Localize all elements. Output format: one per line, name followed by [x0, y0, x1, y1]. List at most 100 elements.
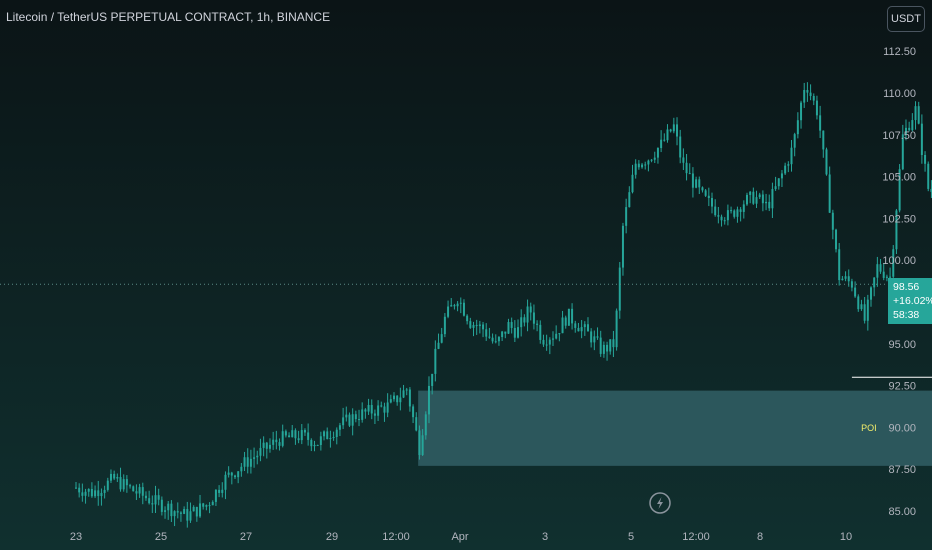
candle: [246, 448, 249, 474]
lightning-icon[interactable]: [649, 492, 671, 514]
time-axis[interactable]: 23 25 27 29 12:00 Apr 3 5 12:00 8 10: [70, 531, 852, 543]
candle: [303, 428, 306, 436]
candle: [711, 192, 713, 214]
candle: [113, 470, 116, 481]
candle: [873, 277, 876, 297]
candle: [494, 334, 497, 344]
time-tick-label: 3: [542, 531, 548, 543]
candle: [745, 192, 748, 206]
candle: [679, 129, 682, 164]
candle: [491, 333, 494, 344]
candle: [526, 299, 529, 332]
candle: [294, 428, 297, 445]
candle: [768, 194, 771, 212]
time-tick-label: Apr: [451, 531, 468, 543]
price-tick-label: 107.50: [882, 130, 916, 142]
candle: [424, 411, 427, 440]
candle: [501, 330, 504, 342]
candle: [281, 424, 284, 448]
candle: [924, 151, 927, 172]
poi-zone[interactable]: [418, 390, 932, 466]
candle: [310, 438, 313, 452]
candle: [164, 506, 167, 519]
candle: [234, 474, 236, 480]
candle: [224, 471, 227, 500]
candle: [81, 483, 84, 502]
candle: [571, 303, 574, 330]
candle: [599, 330, 602, 357]
candle: [784, 162, 787, 176]
candle: [218, 485, 221, 498]
candle: [284, 429, 287, 438]
time-tick-label: 25: [155, 531, 167, 543]
candle: [383, 402, 386, 422]
candle: [653, 151, 656, 164]
candle: [370, 399, 373, 420]
candle: [542, 334, 545, 347]
candle: [497, 335, 500, 346]
candle: [726, 204, 729, 226]
candle: [555, 325, 558, 340]
candle: [450, 298, 453, 307]
currency-button[interactable]: USDT: [887, 6, 925, 32]
candle: [482, 321, 485, 338]
candle: [214, 489, 217, 506]
time-tick-label: 5: [628, 531, 634, 543]
time-tick-label: 8: [757, 531, 763, 543]
candle: [835, 228, 838, 253]
candle: [841, 275, 844, 281]
candle: [917, 101, 920, 125]
candle: [176, 502, 179, 519]
candle: [272, 431, 275, 450]
candle: [316, 444, 319, 446]
candle: [644, 161, 647, 170]
candle: [329, 430, 332, 448]
candle: [656, 147, 659, 164]
candle: [812, 93, 815, 106]
candle: [345, 406, 348, 422]
candle: [307, 423, 310, 446]
candle: [787, 161, 790, 173]
candle: [103, 485, 106, 499]
candle: [780, 170, 783, 187]
candle: [870, 286, 872, 307]
candle: [453, 303, 456, 310]
candle: [275, 430, 278, 450]
candle: [221, 482, 224, 498]
candle: [167, 500, 170, 520]
price-change: +16.02%: [893, 295, 932, 307]
candle: [777, 178, 780, 190]
candle: [752, 187, 755, 205]
candle: [122, 474, 125, 492]
time-tick-label: 12:00: [382, 531, 410, 543]
candle: [129, 483, 132, 489]
price-tick-label: 102.50: [882, 213, 916, 225]
candle: [796, 112, 799, 139]
candle: [78, 483, 81, 498]
candle: [860, 299, 863, 311]
candle: [262, 436, 265, 457]
time-tick-label: 29: [326, 531, 338, 543]
candle: [532, 304, 535, 330]
candle: [478, 320, 481, 334]
candle: [698, 176, 701, 195]
candle: [672, 117, 675, 134]
candle: [313, 440, 316, 452]
candle: [405, 387, 408, 396]
candle: [402, 384, 405, 399]
candle: [577, 322, 580, 332]
candle: [459, 297, 462, 314]
candle: [373, 409, 376, 425]
candle: [361, 402, 364, 423]
candle: [195, 506, 198, 522]
candle: [367, 398, 370, 415]
candle: [173, 510, 176, 527]
candle: [151, 495, 154, 514]
price-tick-label: 90.00: [888, 422, 916, 434]
candle: [106, 477, 109, 492]
candle: [545, 334, 548, 351]
candle: [793, 132, 796, 157]
candle: [253, 447, 256, 468]
